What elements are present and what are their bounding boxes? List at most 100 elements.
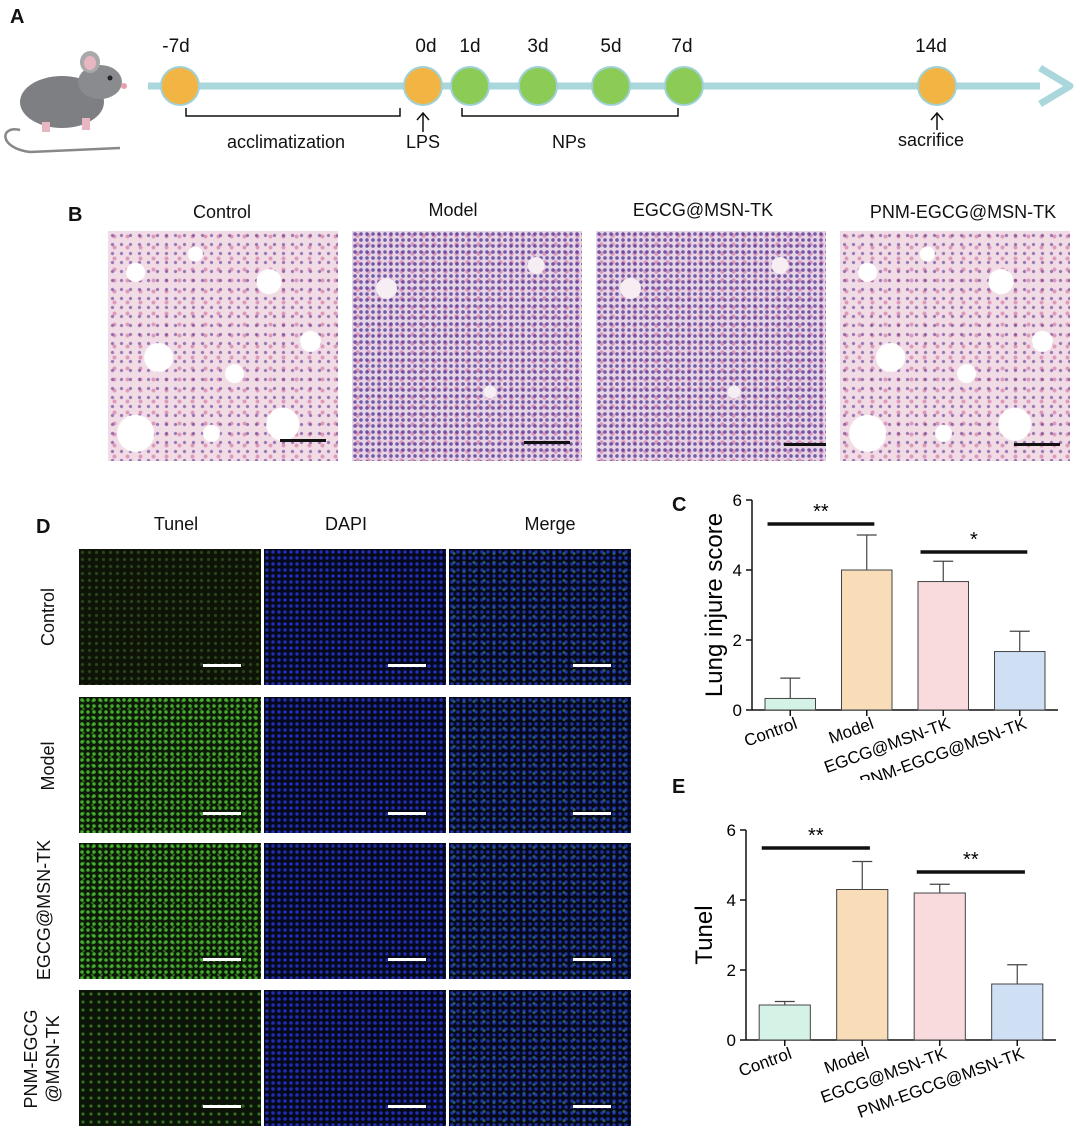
y-tick-label: 2 bbox=[727, 961, 736, 980]
scale-bar bbox=[388, 664, 426, 667]
row-label-egcg: EGCG@MSN-TK bbox=[34, 839, 54, 981]
day-dot-5d bbox=[591, 66, 631, 106]
panel-label-b: B bbox=[68, 204, 83, 226]
row-label-pnm-line1: PNM-EGCG bbox=[21, 1009, 41, 1109]
bar-pnm-egcg@msn-tk bbox=[991, 983, 1044, 1041]
bar-egcg@msn-tk bbox=[913, 892, 966, 1041]
day-label-7d: 7d bbox=[671, 36, 693, 57]
lps-arrow-icon bbox=[416, 111, 430, 132]
day-dot-7d bbox=[664, 66, 704, 106]
y-tick-label: 0 bbox=[727, 1031, 736, 1050]
histology-title-egcg: EGCG@MSN-TK bbox=[632, 200, 774, 220]
significance-label: ** bbox=[813, 501, 829, 523]
acclimatization-label: acclimatization bbox=[226, 132, 346, 152]
day-dot--7d bbox=[160, 66, 200, 106]
scale-bar bbox=[573, 1105, 611, 1108]
y-tick-label: 0 bbox=[733, 701, 742, 720]
y-tick-label: 4 bbox=[733, 561, 742, 580]
acclimatization-bracket bbox=[185, 108, 401, 117]
bar-control bbox=[758, 1004, 811, 1041]
bar-pnm-egcg@msn-tk bbox=[994, 651, 1046, 711]
day-dot-3d bbox=[518, 66, 558, 106]
bar-egcg@msn-tk bbox=[917, 581, 969, 711]
row-label-control: Control bbox=[38, 587, 58, 647]
day-dot-0d bbox=[403, 66, 443, 106]
fluo-dapi-pnm bbox=[264, 990, 446, 1126]
y-tick-label: 4 bbox=[727, 891, 736, 910]
y-tick-label: 6 bbox=[733, 491, 742, 510]
scale-bar bbox=[524, 441, 570, 444]
scale-bar bbox=[784, 443, 826, 446]
nps-label: NPs bbox=[551, 132, 587, 152]
fluo-dapi-egcg bbox=[264, 843, 446, 979]
day-label-5d: 5d bbox=[600, 36, 622, 57]
x-tick-label: Control bbox=[736, 1044, 794, 1081]
column-title-merge: Merge bbox=[524, 514, 576, 534]
scale-bar bbox=[203, 958, 241, 961]
scale-bar bbox=[1014, 443, 1060, 446]
row-label-pnm-line2: @MSN-TK bbox=[43, 1015, 63, 1103]
day-dot-14d bbox=[917, 66, 957, 106]
fluo-tunel-model bbox=[79, 697, 261, 833]
column-title-tunel: Tunel bbox=[153, 514, 199, 534]
fluo-dapi-control bbox=[264, 549, 446, 685]
panel-label-c: C bbox=[672, 494, 687, 516]
nps-bracket bbox=[461, 108, 679, 117]
panel-label-d: D bbox=[36, 516, 51, 538]
histology-title-pnm: PNM-EGCG@MSN-TK bbox=[869, 202, 1057, 222]
significance-label: ** bbox=[963, 849, 979, 871]
scale-bar bbox=[573, 664, 611, 667]
histology-image-egcg bbox=[596, 231, 826, 461]
timeline-diagram bbox=[4, 51, 1074, 154]
scale-bar bbox=[573, 958, 611, 961]
significance-label: * bbox=[970, 529, 978, 551]
sacrifice-arrow-icon bbox=[930, 111, 944, 130]
histology-image-pnm bbox=[840, 231, 1070, 461]
row-label-pnm: PNM-EGCG @MSN-TK bbox=[20, 1010, 64, 1109]
histology-title-control: Control bbox=[192, 202, 252, 222]
column-title-dapi: DAPI bbox=[324, 514, 368, 534]
fluo-merge-egcg bbox=[449, 843, 631, 979]
bar-model bbox=[836, 889, 889, 1041]
fluo-merge-model bbox=[449, 697, 631, 833]
mouse-icon bbox=[4, 51, 127, 154]
fluo-dapi-model bbox=[264, 697, 446, 833]
bar-control bbox=[764, 697, 816, 711]
y-axis-label: Tunel bbox=[691, 905, 718, 964]
histology-title-model: Model bbox=[428, 200, 478, 220]
scale-bar bbox=[203, 1105, 241, 1108]
scale-bar bbox=[388, 958, 426, 961]
fluo-merge-control bbox=[449, 549, 631, 685]
fluo-merge-pnm bbox=[449, 990, 631, 1126]
scale-bar bbox=[388, 1105, 426, 1108]
y-tick-label: 6 bbox=[727, 821, 736, 840]
day-label-14d: 14d bbox=[915, 36, 947, 57]
fluo-tunel-egcg bbox=[79, 843, 261, 979]
day-dot-1d bbox=[450, 66, 490, 106]
scale-bar bbox=[280, 439, 326, 442]
timeline-arrowhead bbox=[1038, 64, 1074, 108]
fluo-tunel-control bbox=[79, 549, 261, 685]
scale-bar bbox=[203, 812, 241, 815]
day-label-1d: 1d bbox=[459, 36, 481, 57]
x-tick-label: Control bbox=[742, 714, 800, 751]
panel-label-a: A bbox=[10, 6, 25, 28]
histology-image-control bbox=[108, 231, 338, 461]
sacrifice-label: sacrifice bbox=[897, 130, 965, 150]
histology-image-model bbox=[352, 231, 582, 461]
scale-bar bbox=[573, 812, 611, 815]
panel-label-e: E bbox=[672, 776, 686, 798]
row-label-model: Model bbox=[38, 741, 58, 791]
day-label-0d: 0d bbox=[415, 36, 437, 57]
day-label-3d: 3d bbox=[527, 36, 549, 57]
scale-bar bbox=[388, 812, 426, 815]
y-tick-label: 2 bbox=[733, 631, 742, 650]
y-axis-label: Lung injure score bbox=[701, 513, 728, 697]
bar-model bbox=[841, 569, 893, 711]
significance-label: ** bbox=[808, 825, 824, 847]
day-label--7d: -7d bbox=[162, 36, 190, 57]
scale-bar bbox=[203, 664, 241, 667]
fluo-tunel-pnm bbox=[79, 990, 261, 1126]
